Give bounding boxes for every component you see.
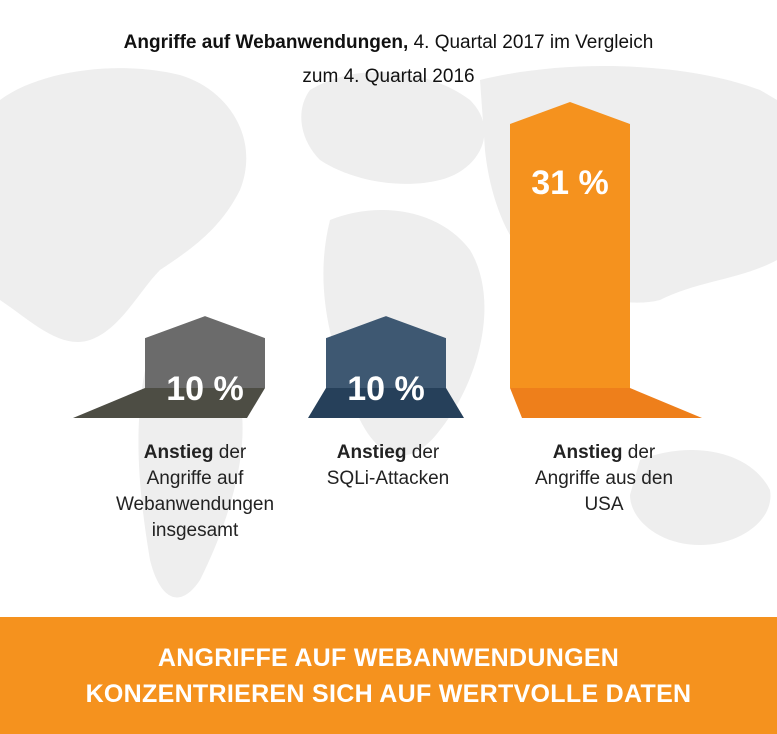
label-1-line4: insgesamt [151, 520, 239, 541]
category-label-1: Anstieg der Angriffe auf Webanwendungen … [90, 440, 300, 544]
banner-line-2: KONZENTRIEREN SICH AUF WERTVOLLE DATEN [85, 680, 692, 708]
bar-3-value-label: 31 % [531, 164, 609, 202]
label-1-bold: Anstieg [143, 442, 214, 463]
bar-2-base [308, 388, 464, 418]
bar-2 [326, 316, 446, 388]
bar-3-base [510, 388, 702, 418]
label-2-line2: SQLi-Attacken [326, 468, 450, 489]
category-label-3: Anstieg der Angriffe aus den USA [499, 440, 709, 518]
label-3-line2: Angriffe aus den [534, 468, 674, 489]
label-3-bold: Anstieg [552, 442, 623, 463]
label-1-rest: der [213, 442, 247, 463]
banner-line-1: ANGRIFFE AUF WEBANWENDUNGEN [157, 644, 620, 672]
chart-title: Angriffe auf Webanwendungen, 4. Quartal … [0, 26, 777, 94]
bar-1 [145, 316, 265, 388]
label-3-line3: USA [584, 494, 624, 515]
label-3-rest: der [622, 442, 656, 463]
footer-banner-text: ANGRIFFE AUF WEBANWENDUNGEN KONZENTRIERE… [0, 640, 777, 712]
title-line-1: Angriffe auf Webanwendungen, 4. Quartal … [0, 26, 777, 60]
bar-2-value-label: 10 % [347, 370, 425, 408]
bar-1-base [73, 388, 265, 418]
label-2-bold: Anstieg [336, 442, 407, 463]
label-1-line2: Angriffe auf [146, 468, 244, 489]
category-label-2: Anstieg der SQLi-Attacken [283, 440, 493, 492]
title-bold: Angriffe auf Webanwendungen, [123, 32, 409, 53]
bar-1-value-label: 10 % [166, 370, 244, 408]
footer-banner [0, 617, 777, 734]
label-2-rest: der [406, 442, 440, 463]
title-line1-rest: 4. Quartal 2017 im Vergleich [408, 32, 654, 53]
title-line-2: zum 4. Quartal 2016 [302, 66, 475, 87]
label-1-line3: Webanwendungen [115, 494, 275, 515]
bar-3 [510, 102, 630, 388]
bars-group: 10 % 10 % 31 % [73, 102, 702, 418]
